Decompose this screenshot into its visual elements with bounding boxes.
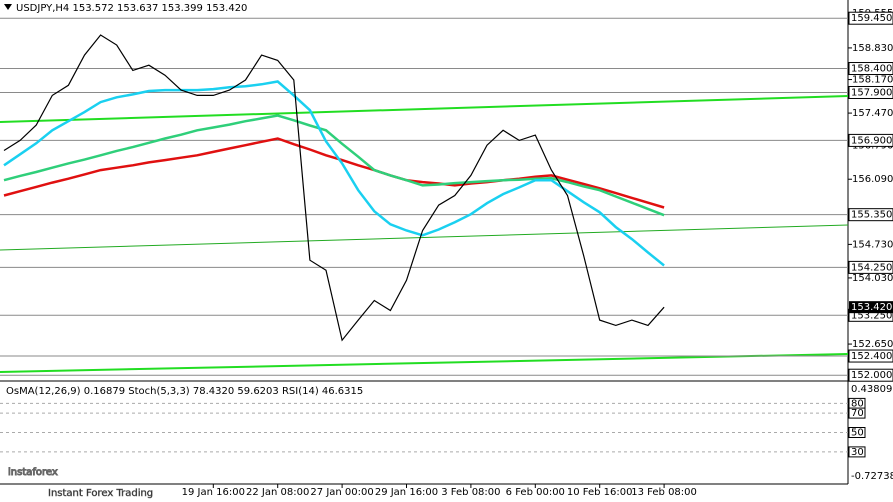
osc-level-box	[848, 407, 866, 419]
osc-level-label: 50	[851, 428, 864, 439]
level-box	[848, 349, 893, 363]
y-tick-label: 154.730	[852, 239, 893, 250]
x-tick-label: 19 Jan 16:00	[182, 487, 245, 498]
last-price-label: 153.420	[851, 302, 892, 313]
level-label: 152.000	[851, 370, 892, 381]
y-tick-label: 154.030	[852, 273, 893, 284]
x-tick-label: 10 Feb 16:00	[567, 487, 633, 498]
y-tick-label: 152.650	[852, 339, 893, 350]
y-tick-label: 157.470	[852, 108, 893, 119]
level-label: 156.900	[851, 135, 892, 146]
level-box	[848, 368, 893, 382]
level-box	[848, 85, 893, 99]
trend-line	[0, 224, 849, 251]
osc-level-label: 70	[851, 408, 864, 419]
chart-title: USDJPY,H4 153.572 153.637 153.399 153.42…	[16, 3, 247, 14]
x-tick-label: 29 Jan 16:00	[375, 487, 438, 498]
y-tick-label: 158.170	[852, 75, 893, 86]
level-box	[848, 11, 893, 25]
moving-average	[3, 114, 665, 217]
osc-level-label: 80	[851, 398, 864, 409]
logo-tagline: Instant Forex Trading	[48, 488, 153, 499]
y-tick-label: 156.090	[852, 174, 893, 185]
level-box	[848, 133, 893, 147]
level-label: 152.400	[851, 351, 892, 362]
moving-average	[3, 137, 665, 209]
x-tick-label: 27 Jan 00:00	[310, 487, 373, 498]
level-label: 153.250	[851, 310, 892, 321]
osma-top-label: 0.43809	[851, 384, 892, 395]
trend-line	[0, 95, 849, 123]
osc-level-box	[848, 427, 866, 438]
trend-line	[0, 353, 849, 373]
oscillator-title: OsMA(12,26,9) 0.16879 Stoch(5,3,3) 78.43…	[6, 386, 363, 397]
level-box	[848, 260, 893, 274]
level-label: 158.400	[851, 64, 892, 75]
level-box	[848, 62, 893, 76]
level-label: 155.350	[851, 210, 892, 221]
x-tick-label: 22 Jan 08:00	[246, 487, 309, 498]
osc-level-label: 30	[851, 447, 864, 458]
osma-bottom-label: -0.72738	[851, 471, 893, 482]
level-label: 154.250	[851, 262, 892, 273]
x-tick-label: 3 Feb 08:00	[441, 487, 500, 498]
level-label: 159.450	[851, 13, 892, 24]
x-tick-label: 6 Feb 00:00	[506, 487, 565, 498]
price-line	[3, 34, 665, 342]
logo-name: instaforex	[8, 467, 58, 478]
level-box	[848, 208, 893, 222]
x-tick-label: 13 Feb 08:00	[631, 487, 697, 498]
osc-level-box	[848, 446, 866, 458]
moving-average	[3, 80, 665, 267]
title-arrow	[4, 4, 12, 10]
last-price-box	[849, 301, 893, 314]
level-label: 157.900	[851, 87, 892, 98]
y-tick-label: 158.830	[852, 43, 893, 54]
